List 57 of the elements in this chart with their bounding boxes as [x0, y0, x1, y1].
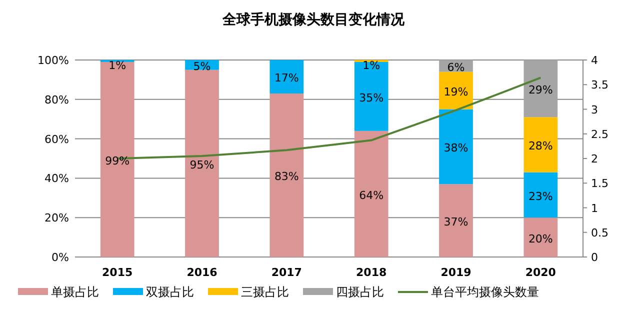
data-label: 95% [190, 158, 214, 172]
data-label: 23% [528, 190, 553, 203]
x-tick-label: 2016 [186, 266, 218, 279]
bar [185, 70, 219, 257]
data-label: 29% [528, 84, 553, 97]
data-label: 99% [105, 154, 130, 168]
y2-tick-label: 2 [591, 152, 598, 166]
legend-label: 四摄占比 [336, 285, 384, 299]
bar [524, 218, 558, 257]
y2-tick-label: 0.5 [591, 226, 608, 240]
bar [100, 62, 134, 257]
bar [270, 60, 304, 94]
y2-tick-label: 4 [591, 54, 598, 67]
legend-label: 双摄占比 [146, 285, 194, 299]
y2-tick-label: 1 [591, 202, 598, 215]
bar [524, 60, 558, 118]
data-label: 35% [359, 91, 384, 104]
data-label: 5% [193, 60, 211, 73]
y-tick-label: 100% [38, 54, 69, 67]
bar [354, 62, 388, 131]
x-tick-label: 2020 [525, 266, 556, 279]
x-tick-label: 2015 [102, 266, 133, 279]
data-label: 17% [274, 72, 299, 85]
data-label: 64% [359, 188, 384, 202]
legend-label: 三摄占比 [241, 285, 289, 299]
y2-tick-label: 2.5 [591, 128, 608, 141]
legend-label: 单台平均摄像头数量 [431, 285, 539, 299]
bar [439, 109, 473, 184]
bar [524, 172, 558, 218]
bar [524, 117, 558, 172]
y-tick-label: 60% [44, 132, 69, 146]
chart-title: 全球手机摄像头数目变化情况 [222, 11, 406, 28]
data-label: 37% [444, 216, 468, 229]
data-label: 28% [528, 140, 553, 153]
y-tick-label: 20% [44, 212, 69, 225]
y2-tick-label: 3.5 [591, 78, 608, 92]
data-label: 83% [274, 170, 299, 184]
y-tick-label: 0% [52, 251, 69, 264]
x-tick-label: 2019 [440, 266, 472, 279]
data-label: 1% [362, 59, 380, 72]
x-tick-label: 2018 [356, 266, 387, 279]
y2-tick-label: 3 [591, 103, 598, 116]
data-label: 20% [528, 232, 553, 246]
bar [439, 184, 473, 257]
y2-tick-label: 1.5 [591, 177, 608, 190]
y-tick-label: 80% [44, 93, 69, 106]
bar [354, 130, 388, 257]
legend-label: 单摄占比 [51, 285, 99, 299]
y2-tick-label: 0 [591, 251, 598, 264]
y-tick-label: 40% [44, 172, 69, 186]
data-label: 6% [447, 60, 465, 74]
data-label: 1% [108, 59, 126, 72]
data-label: 38% [444, 142, 468, 155]
x-tick-label: 2017 [271, 266, 302, 279]
data-label: 19% [444, 86, 468, 99]
bar [439, 72, 473, 110]
bar [270, 93, 304, 257]
